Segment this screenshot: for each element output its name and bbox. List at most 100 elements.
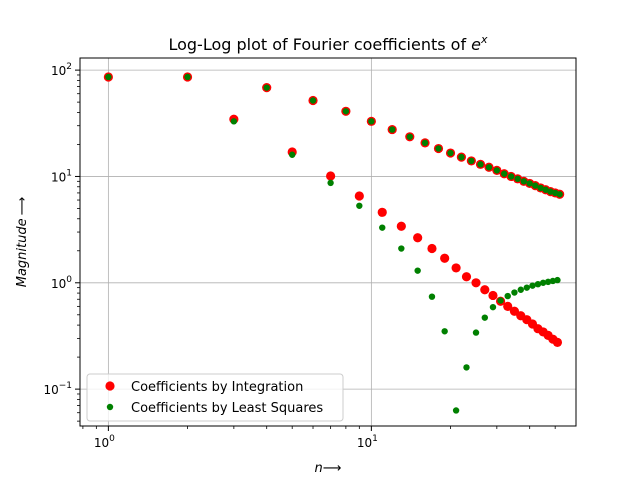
data-point [554,276,561,284]
chart-title-exponent: x [480,33,488,46]
data-point [435,145,442,152]
data-point [544,278,552,286]
data-point [452,407,460,414]
legend-label: Coefficients by Least Squares [131,401,323,416]
legend-box [86,373,344,422]
data-point [447,149,454,157]
x-tick-label-exponent: 1 [372,434,378,444]
major-ticks [75,69,372,431]
data-point [421,139,429,147]
data-point [489,303,497,311]
x-axis-label-arrow: ⟶ [323,461,342,476]
data-point [440,253,450,263]
x-tick-label: 100 [94,434,115,450]
legend-entries: Coefficients by Integration Coefficients … [105,380,323,416]
data-point [342,108,350,115]
data-point [451,263,461,273]
data-point [504,292,511,300]
data-point [537,184,544,192]
data-point [497,297,504,304]
data-point [471,278,481,288]
y-axis-label: Magnitude ⟶ [15,197,30,288]
data-point [427,243,437,254]
data-point [529,282,536,289]
data-point [230,118,238,125]
x-tick-label: 101 [357,434,378,450]
data-point [377,207,387,217]
chart-title: Log-Log plot of Fourier coefficients of … [168,33,488,54]
data-point [477,161,484,168]
y-tick-label-base: 10 [43,383,58,397]
data-point [105,73,112,81]
data-point [398,245,405,252]
y-tick-label-exponent: 0 [66,275,72,285]
y-tick-label-exponent: 1 [66,168,72,178]
y-tick-label-base: 10 [51,64,66,78]
data-point [263,84,270,91]
data-point [368,118,375,125]
data-point [514,175,521,183]
data-point [493,167,501,174]
data-point [388,126,396,133]
legend: Coefficients by Integration Coefficients … [86,373,344,422]
data-point [326,171,336,181]
data-point [472,329,480,336]
chart-title-text: Log-Log plot of Fourier coefficients of [168,35,471,54]
y-tick-label-base: 10 [51,170,66,184]
data-point [532,182,539,189]
y-tick-label-base: 10 [51,277,66,291]
data-point [458,153,465,161]
data-point [503,301,513,311]
data-point [406,133,413,140]
legend-marker [106,403,114,411]
legend-label: Coefficients by Integration [131,380,303,395]
y-axis-label-arrow: ⟶ [15,197,30,216]
data-point [520,178,528,185]
data-point [481,314,489,321]
x-tick-label-base: 10 [94,436,109,450]
y-axis-label-text: Magnitude [15,218,30,287]
data-point [356,202,363,209]
y-tick-label: 100 [51,275,72,291]
data-point [526,180,533,187]
x-tick-label-base: 10 [357,436,372,450]
data-point [488,290,498,301]
data-point [501,170,508,177]
plot-frame [79,57,577,427]
y-tick-label-exponent: −1 [59,381,72,391]
data-point [523,284,530,291]
data-point [552,337,563,348]
y-tick-label-exponent: 2 [66,62,72,72]
series-2-points [105,73,563,414]
data-point [485,164,493,171]
y-tick-label: 101 [51,168,72,184]
data-point [517,286,524,293]
data-point [379,224,386,231]
data-point [354,191,364,201]
x-axis-label-text: n [315,461,323,476]
data-point [309,97,317,104]
data-point [468,157,475,165]
data-point [396,221,406,231]
data-point [461,272,472,282]
grid [80,58,576,426]
data-point [534,280,542,288]
data-point [428,293,436,300]
series-1-points [103,72,565,348]
chart-title-base: e [471,35,481,54]
data-point [441,328,448,335]
data-point [539,279,547,286]
data-point [511,289,518,296]
legend-marker [105,381,115,391]
y-tick-label: 102 [51,62,72,78]
data-points [103,72,565,414]
data-point [288,151,296,158]
data-point [414,267,421,274]
data-point [480,285,490,295]
data-point [507,173,515,180]
data-point [556,191,563,198]
data-point [413,233,423,243]
y-tick-label: 10−1 [43,381,72,397]
